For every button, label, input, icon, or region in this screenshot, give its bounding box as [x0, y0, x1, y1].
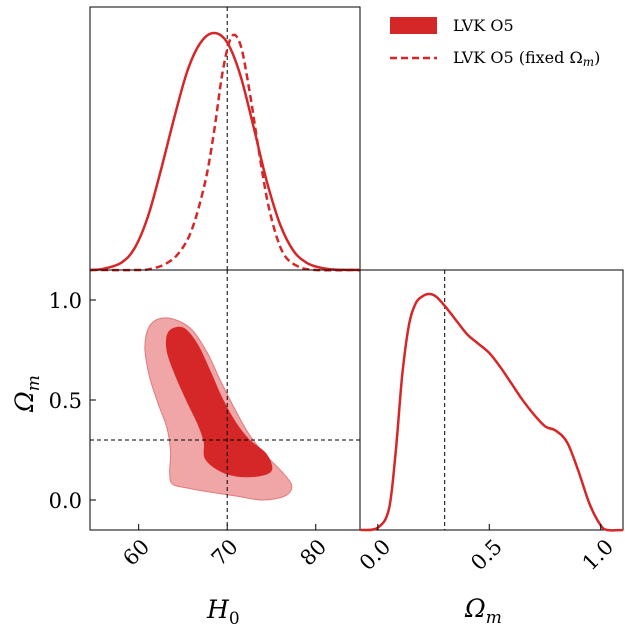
y-axis-label-om: Ωm: [10, 375, 44, 413]
om-marginal-curve: [359, 292, 624, 532]
h0-tick-label: 80: [295, 535, 331, 571]
om-x-tick-label: 0.0: [355, 535, 396, 576]
om-x-tick-label: 0.5: [466, 535, 507, 576]
om-marginal-panel: 0.0 0.5 1.0: [355, 269, 624, 575]
h0-marginal-frame: [89, 6, 361, 271]
om-marginal-frame: [359, 269, 624, 531]
om-y-tick-label: 0.0: [49, 489, 82, 513]
om-marginal-ticks: 0.0 0.5 1.0: [355, 524, 618, 575]
legend: LVK O5 LVK O5 (fixed Ωm): [390, 16, 600, 69]
h0-tick-label: 60: [118, 535, 154, 571]
x-axis-label-om: Ωm: [464, 594, 502, 628]
h0-om-contour-panel: 60 70 80 0.0 0.5 1.0: [49, 269, 361, 571]
x-axis-label-h0: H0: [206, 595, 240, 629]
contour-68-region: [165, 326, 273, 478]
om-x-tick-label: 1.0: [578, 535, 619, 576]
om-y-tick-label: 1.0: [49, 289, 82, 313]
h0-marginal-panel: [89, 6, 361, 272]
h0-marginal-solid-curve: [89, 31, 361, 272]
om-y-tick-label: 0.5: [49, 389, 82, 413]
h0-marginal-dashed-curve: [89, 33, 361, 272]
legend-label-filled: LVK O5: [453, 16, 514, 35]
h0-tick-label: 70: [207, 535, 243, 571]
legend-label-dashed: LVK O5 (fixed Ωm): [453, 48, 600, 69]
legend-swatch-filled: [390, 17, 437, 34]
